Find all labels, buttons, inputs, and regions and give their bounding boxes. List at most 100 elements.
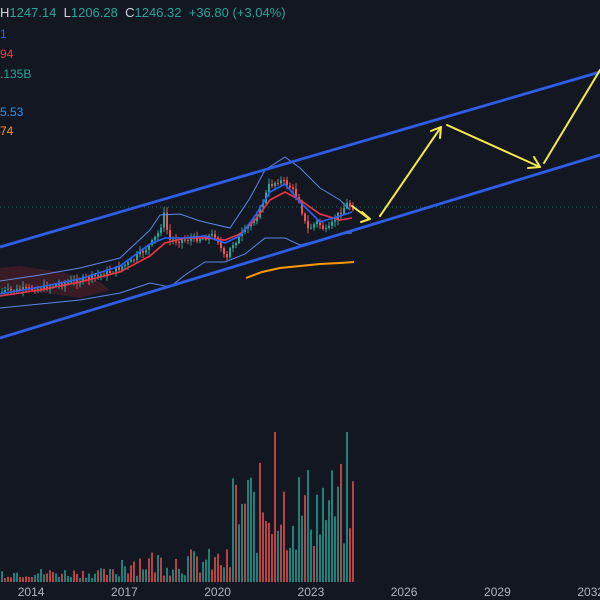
x-tick-label: 2023 (298, 585, 325, 599)
volume-bar (166, 567, 168, 582)
high-value: 1247.14 (9, 5, 57, 20)
candle (133, 259, 135, 261)
volume-bar (349, 528, 351, 582)
candle (223, 248, 225, 255)
volume-bar (319, 534, 321, 582)
volume-bar (34, 574, 36, 582)
volume-bar (151, 552, 153, 582)
ma-orange-line (245, 261, 355, 279)
volume-bar (190, 549, 192, 582)
volume-bar (106, 575, 108, 582)
volume-bar (91, 577, 93, 582)
volume-bar (25, 576, 27, 582)
candle (331, 221, 333, 226)
indicator-volume-value: .135B (0, 67, 32, 81)
candle (58, 283, 60, 285)
candle (256, 217, 258, 222)
volume-bar (118, 576, 120, 582)
projection-arrows (351, 69, 600, 223)
volume-bar (70, 577, 72, 582)
candle (316, 220, 318, 225)
volume-bar (286, 550, 288, 582)
candle (1, 291, 3, 293)
candle (46, 284, 48, 290)
ma-red-line (0, 191, 353, 297)
candle (211, 234, 213, 236)
volume-bar (28, 576, 30, 582)
high-label: H (0, 5, 10, 20)
volume-bar (277, 530, 279, 582)
candle (178, 241, 180, 243)
volume-bar (187, 556, 189, 582)
volume-bar (232, 478, 234, 582)
candle (319, 220, 321, 226)
volume-bar (58, 576, 60, 582)
x-axis: 2014 2017 2020 2023 2026 2029 2032 (18, 585, 600, 599)
candle (190, 238, 192, 241)
x-tick-label: 2014 (18, 585, 45, 599)
candle (277, 182, 279, 184)
indicator-lightblue-value: 5.53 (0, 105, 24, 119)
candle (238, 235, 240, 244)
volume-bar (1, 571, 3, 582)
candle (22, 287, 24, 291)
candle (295, 188, 297, 197)
volume-bar (301, 515, 303, 582)
volume-bar (148, 558, 150, 582)
volume-bar (100, 568, 102, 582)
x-tick-label: 2020 (204, 585, 231, 599)
volume-bar (13, 573, 15, 582)
volume-bar (244, 503, 246, 582)
candle (226, 254, 228, 258)
volume-bar (331, 470, 333, 582)
candle (181, 239, 183, 243)
volume-bar (199, 572, 201, 582)
candle (139, 251, 141, 255)
candle (313, 224, 315, 228)
volume-bar (298, 477, 300, 582)
volume-bar (61, 573, 63, 582)
candle (307, 221, 309, 229)
volume-bar (160, 557, 162, 582)
volume-bar (247, 480, 249, 582)
candle (235, 243, 237, 246)
candle (88, 277, 90, 280)
candle (115, 267, 117, 273)
volume-bar (175, 558, 177, 582)
candle (325, 228, 327, 229)
volume-bar (250, 477, 252, 582)
volume-bar (130, 565, 132, 582)
candle (43, 284, 45, 290)
candle (274, 182, 276, 186)
volume-bar (16, 572, 18, 582)
volume-bar (253, 491, 255, 582)
volume-bar (256, 552, 258, 582)
low-label: L (63, 5, 71, 20)
volume-bar (46, 573, 48, 582)
candle (82, 276, 84, 282)
candle (4, 290, 6, 292)
candle (349, 202, 351, 207)
ma-blue-line (0, 182, 353, 295)
candle (100, 274, 102, 276)
candle (7, 288, 9, 291)
volume-bar (202, 561, 204, 582)
volume-bar (271, 534, 273, 582)
volume-bars (1, 432, 354, 582)
bollinger-upper-band (0, 156, 351, 282)
volume-bar (79, 578, 81, 582)
close-value: 1246.32 (134, 5, 182, 20)
candle (10, 288, 12, 291)
volume-bar (340, 463, 342, 582)
candle (148, 245, 150, 250)
candle (271, 184, 273, 186)
volume-bar (181, 573, 183, 582)
candle (322, 225, 324, 229)
volume-bar (67, 576, 69, 582)
candle (292, 187, 294, 189)
candle (310, 227, 312, 229)
volume-bar (337, 486, 339, 582)
candle (220, 242, 222, 248)
candle (142, 251, 144, 253)
